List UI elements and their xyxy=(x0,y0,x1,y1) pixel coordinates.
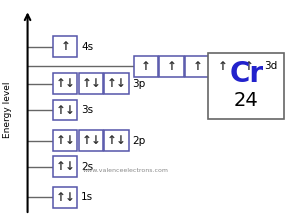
Text: ↓: ↓ xyxy=(116,77,126,90)
Text: 4s: 4s xyxy=(81,42,93,52)
Text: ↑: ↑ xyxy=(56,160,66,173)
Text: www.valenceelectrons.com: www.valenceelectrons.com xyxy=(83,168,169,173)
Text: 2s: 2s xyxy=(81,162,93,172)
Bar xyxy=(79,130,103,151)
Bar xyxy=(53,156,77,177)
Text: 3s: 3s xyxy=(81,105,93,115)
Text: ↓: ↓ xyxy=(65,103,74,117)
Text: ↑: ↑ xyxy=(56,191,66,204)
Bar xyxy=(53,130,77,151)
Text: 3d: 3d xyxy=(264,61,278,71)
Text: ↑: ↑ xyxy=(218,60,228,73)
Text: ↑: ↑ xyxy=(167,60,176,73)
Text: 24: 24 xyxy=(234,91,259,110)
Text: ↓: ↓ xyxy=(90,134,100,147)
Bar xyxy=(53,100,77,120)
Bar xyxy=(211,56,235,77)
Text: ↑: ↑ xyxy=(56,134,66,147)
Text: ↑: ↑ xyxy=(192,60,202,73)
Bar xyxy=(53,73,77,94)
Bar xyxy=(79,73,103,94)
Text: ↓: ↓ xyxy=(65,77,74,90)
Text: Cr: Cr xyxy=(229,60,263,88)
Text: ↓: ↓ xyxy=(116,134,126,147)
Bar xyxy=(134,56,158,77)
Text: Energy level: Energy level xyxy=(3,82,12,138)
Bar xyxy=(53,36,77,57)
Text: ↓: ↓ xyxy=(65,160,74,173)
Text: 2p: 2p xyxy=(132,136,146,146)
Text: ↑: ↑ xyxy=(56,77,66,90)
Text: ↑: ↑ xyxy=(244,60,254,73)
Text: ↑: ↑ xyxy=(141,60,151,73)
Text: 3p: 3p xyxy=(132,79,146,89)
Bar xyxy=(104,73,129,94)
Bar xyxy=(159,56,184,77)
Text: ↑: ↑ xyxy=(60,40,70,53)
Text: ↑: ↑ xyxy=(82,77,92,90)
Text: ↓: ↓ xyxy=(65,134,74,147)
Bar xyxy=(185,56,209,77)
Text: ↑: ↑ xyxy=(107,77,117,90)
Bar xyxy=(53,187,77,208)
Text: ↑: ↑ xyxy=(56,103,66,117)
Text: ↑: ↑ xyxy=(82,134,92,147)
Bar xyxy=(208,53,284,119)
Bar xyxy=(236,56,261,77)
Text: ↓: ↓ xyxy=(65,191,74,204)
Text: ↑: ↑ xyxy=(107,134,117,147)
Text: ↓: ↓ xyxy=(90,77,100,90)
Bar xyxy=(104,130,129,151)
Text: 1s: 1s xyxy=(81,192,93,202)
